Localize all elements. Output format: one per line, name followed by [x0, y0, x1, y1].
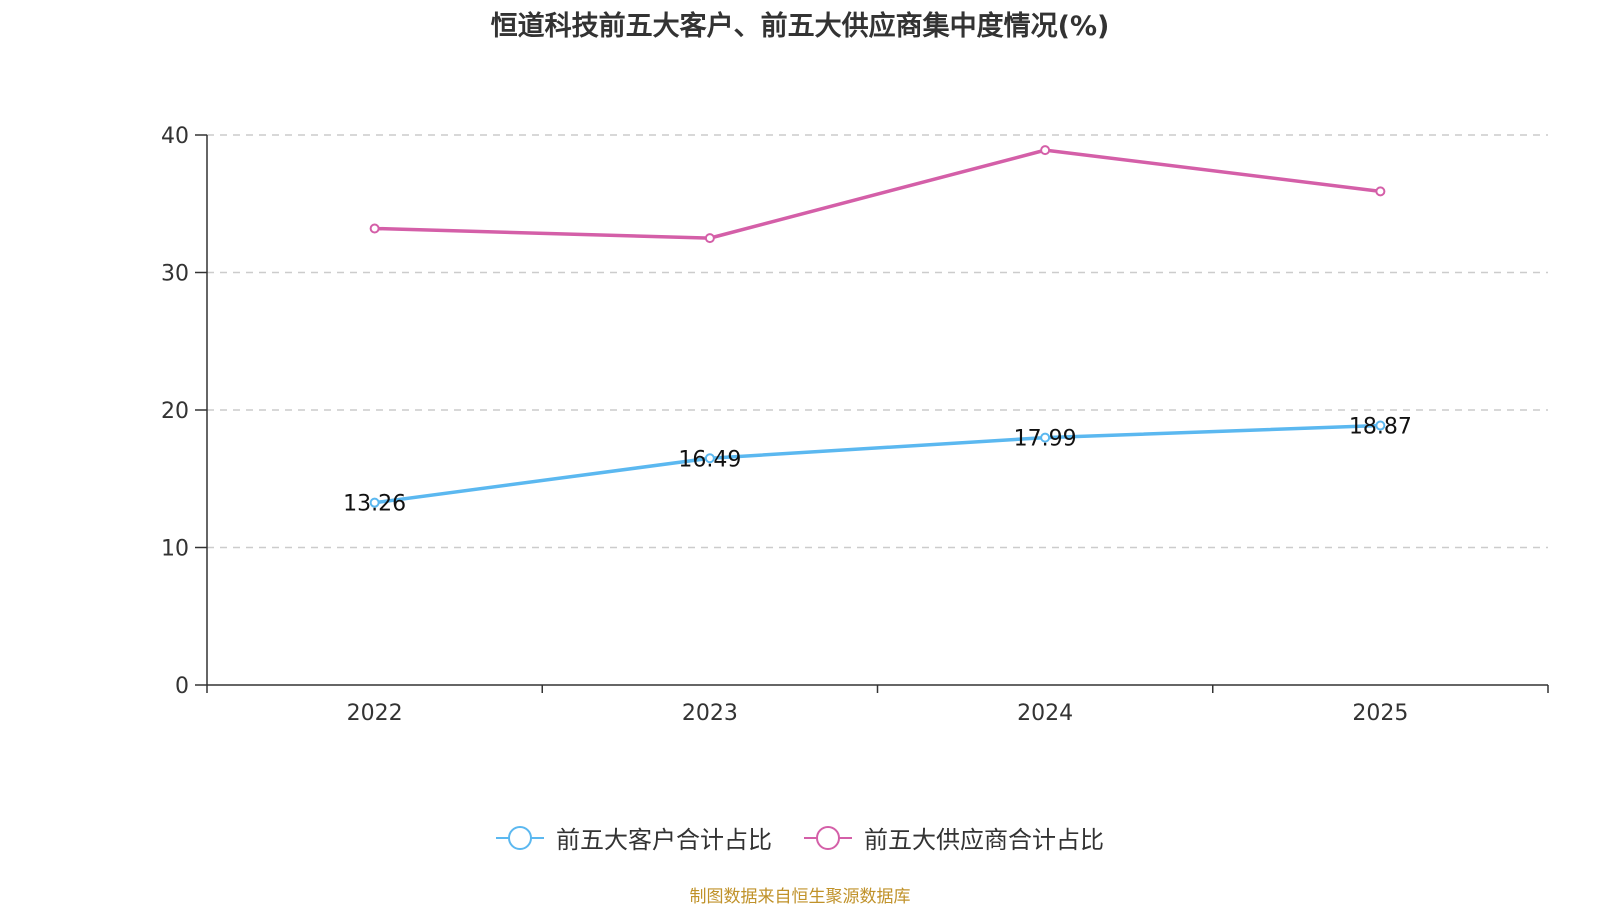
data-point-s1-2025[interactable]	[1375, 186, 1386, 197]
legend-item-customers[interactable]: 前五大客户合计占比	[496, 820, 772, 855]
data-point-s1-2022[interactable]	[369, 223, 380, 234]
series-line-1	[374, 148, 1381, 240]
y-tick-label: 0	[175, 674, 189, 699]
x-tick-label-2024: 2024	[1017, 701, 1073, 726]
y-tick-label: 40	[161, 124, 189, 149]
data-label-s0-2025: 18.87	[1349, 415, 1412, 440]
legend-label-customers: 前五大客户合计占比	[556, 826, 772, 854]
legend: 前五大客户合计占比 前五大供应商合计占比	[0, 820, 1600, 855]
data-point-s0-2024[interactable]	[1040, 432, 1051, 443]
data-label-s0-2022: 13.26	[343, 492, 406, 517]
data-label-s0-2023: 16.49	[678, 447, 741, 472]
legend-item-suppliers[interactable]: 前五大供应商合计占比	[804, 820, 1104, 855]
x-tick-label-2025: 2025	[1352, 701, 1408, 726]
x-tick-label-2023: 2023	[682, 701, 738, 726]
legend-marker-suppliers-icon	[804, 825, 852, 850]
data-point-s0-2023[interactable]	[704, 453, 715, 464]
data-point-s1-2024[interactable]	[1040, 145, 1051, 156]
y-tick-label: 20	[161, 399, 189, 424]
data-point-s1-2023[interactable]	[704, 233, 715, 244]
source-note: 制图数据来自恒生聚源数据库	[689, 887, 911, 907]
data-label-s0-2024: 17.99	[1014, 427, 1077, 452]
series-line-0	[374, 423, 1381, 505]
chart-title: 恒道科技前五大客户、前五大供应商集中度情况(%)	[490, 11, 1110, 42]
x-tick-label-2022: 2022	[347, 701, 403, 726]
y-tick-label: 10	[161, 537, 189, 562]
data-point-s0-2025[interactable]	[1375, 420, 1386, 431]
legend-marker-customers-icon	[496, 825, 544, 850]
y-tick-label: 30	[161, 262, 189, 287]
legend-label-suppliers: 前五大供应商合计占比	[864, 826, 1104, 854]
data-point-s0-2022[interactable]	[369, 497, 380, 508]
